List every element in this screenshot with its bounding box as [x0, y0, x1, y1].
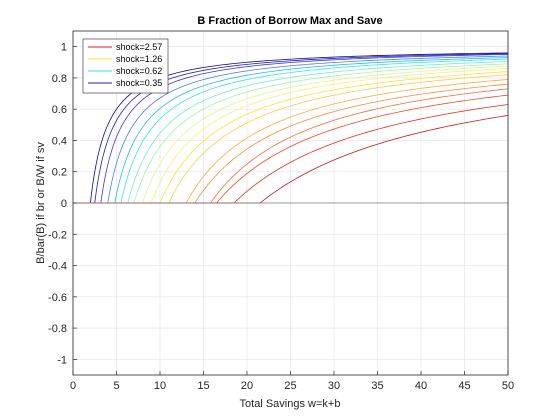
series-line-3 [73, 55, 509, 204]
series-line-10 [73, 71, 509, 204]
series-line-8 [73, 65, 509, 204]
x-axis-label: Total Savings w=k+b [240, 398, 341, 410]
x-tick-label-2: 10 [154, 380, 166, 392]
y-tick-label-5: 0 [61, 198, 67, 210]
y-tick-label-2: -0.6 [48, 292, 67, 304]
series-line-14 [73, 88, 509, 204]
y-axis-label: B/bar(B) if br or B/W if sv [35, 142, 47, 264]
series-line-13 [73, 83, 509, 204]
legend-box [82, 38, 169, 94]
y-tick-label-6: 0.2 [52, 167, 67, 179]
series-line-0 [73, 52, 509, 204]
series-line-17 [73, 115, 509, 204]
series-line-4 [73, 57, 509, 204]
series-line-15 [73, 94, 509, 204]
series-line-9 [73, 68, 509, 204]
series-line-12 [73, 79, 509, 204]
y-axis-ticks: -1 -0.8 -0.6 -0.4 -0.2 0 0.2 0.4 0.6 0.8 1 [48, 42, 77, 366]
x-tick-label-8: 40 [415, 380, 427, 392]
x-tick-label-7: 35 [371, 380, 383, 392]
x-tick-label-3: 15 [197, 380, 209, 392]
x-tick-label-0: 0 [70, 380, 76, 392]
y-tick-label-8: 0.6 [52, 104, 67, 116]
x-tick-label-6: 30 [328, 380, 340, 392]
y-tick-label-0: -1 [57, 354, 67, 366]
legend-label-2: shock=0.62 [116, 66, 162, 76]
legend-label-3: shock=0.35 [116, 78, 162, 88]
x-tick-label-4: 20 [241, 380, 253, 392]
series-line-16 [73, 104, 509, 204]
legend-label-0: shock=2.57 [116, 42, 162, 52]
series-line-7 [73, 63, 509, 204]
y-tick-label-7: 0.4 [52, 135, 67, 147]
y-tick-label-9: 0.8 [52, 73, 67, 85]
x-axis-ticks: 0 5 10 15 20 25 30 35 40 45 50 [70, 371, 514, 392]
series-line-11 [73, 74, 509, 204]
y-tick-label-10: 1 [61, 42, 67, 54]
series-line-5 [73, 58, 509, 204]
x-tick-label-5: 25 [284, 380, 296, 392]
legend-label-1: shock=1.26 [116, 54, 162, 64]
chart-title: B Fraction of Borrow Max and Save [197, 15, 382, 27]
x-tick-label-9: 45 [458, 380, 470, 392]
series-line-1 [73, 53, 509, 204]
y-tick-label-1: -0.8 [48, 323, 67, 335]
x-tick-label-10: 50 [502, 380, 514, 392]
series-group [73, 52, 509, 204]
x-tick-label-1: 5 [113, 380, 119, 392]
series-line-6 [73, 61, 509, 204]
series-line-2 [73, 54, 509, 204]
legend: shock=2.57 shock=1.26 shock=0.62 shock=0… [82, 38, 169, 94]
y-tick-label-4: -0.2 [48, 229, 67, 241]
y-tick-label-3: -0.4 [48, 261, 67, 273]
